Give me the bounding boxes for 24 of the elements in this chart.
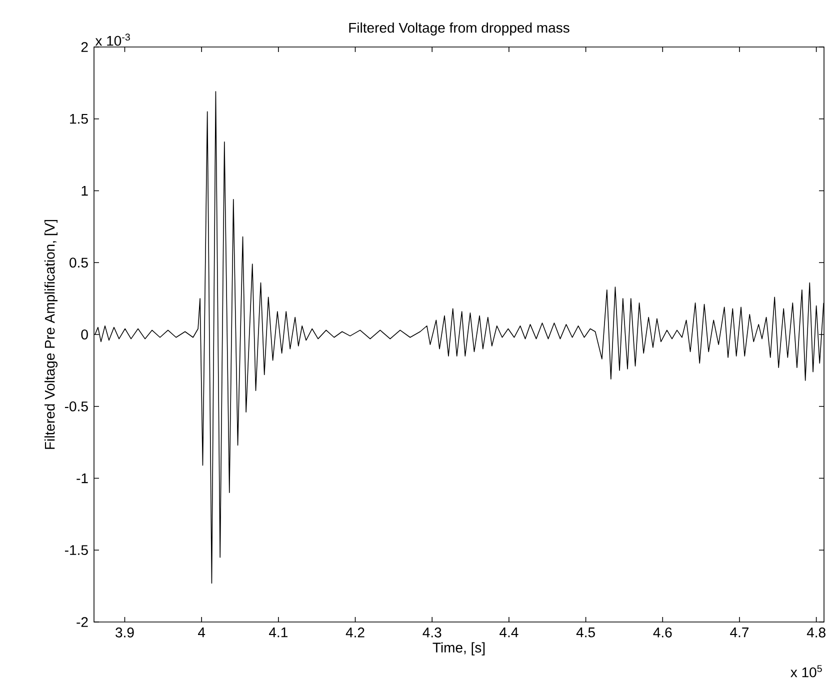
x-tick-label: 4.7	[730, 628, 749, 638]
chart-title: Filtered Voltage from dropped mass	[349, 22, 570, 36]
y-axis-title: Filtered Voltage Pre Amplification, [V]	[44, 220, 58, 449]
x-tick-label: 4.5	[576, 628, 595, 638]
y-tick-label: 0	[81, 330, 88, 340]
y-tick-label: 1	[82, 186, 88, 196]
y-tick-label: -1	[76, 473, 88, 484]
y-tick-label: -2	[76, 617, 88, 627]
y-tick-label: -1.5	[64, 545, 88, 556]
x-tick-label: 4.8	[806, 628, 826, 638]
x-tick-label: 4.4	[500, 628, 518, 638]
y-tick-label: -0.5	[64, 401, 88, 412]
x-tick-label: 4.1	[269, 628, 288, 638]
text: x 10$^{5}$	[790, 665, 822, 678]
x-tick-label: 4	[198, 628, 206, 638]
y-tick-label: 0.5	[70, 258, 88, 268]
x-tick-label: 4.6	[653, 628, 672, 638]
text: x 10$^{-3}$	[95, 34, 130, 46]
x-axis-title: Time, [s]	[432, 642, 485, 656]
x-tick-label: 3.9	[116, 628, 134, 638]
y-tick-label: 1.5	[70, 114, 88, 124]
x-tick-label: 4.2	[346, 628, 364, 638]
x-tick-label: 4.3	[422, 628, 442, 638]
y-tick-label: 2	[81, 42, 88, 52]
